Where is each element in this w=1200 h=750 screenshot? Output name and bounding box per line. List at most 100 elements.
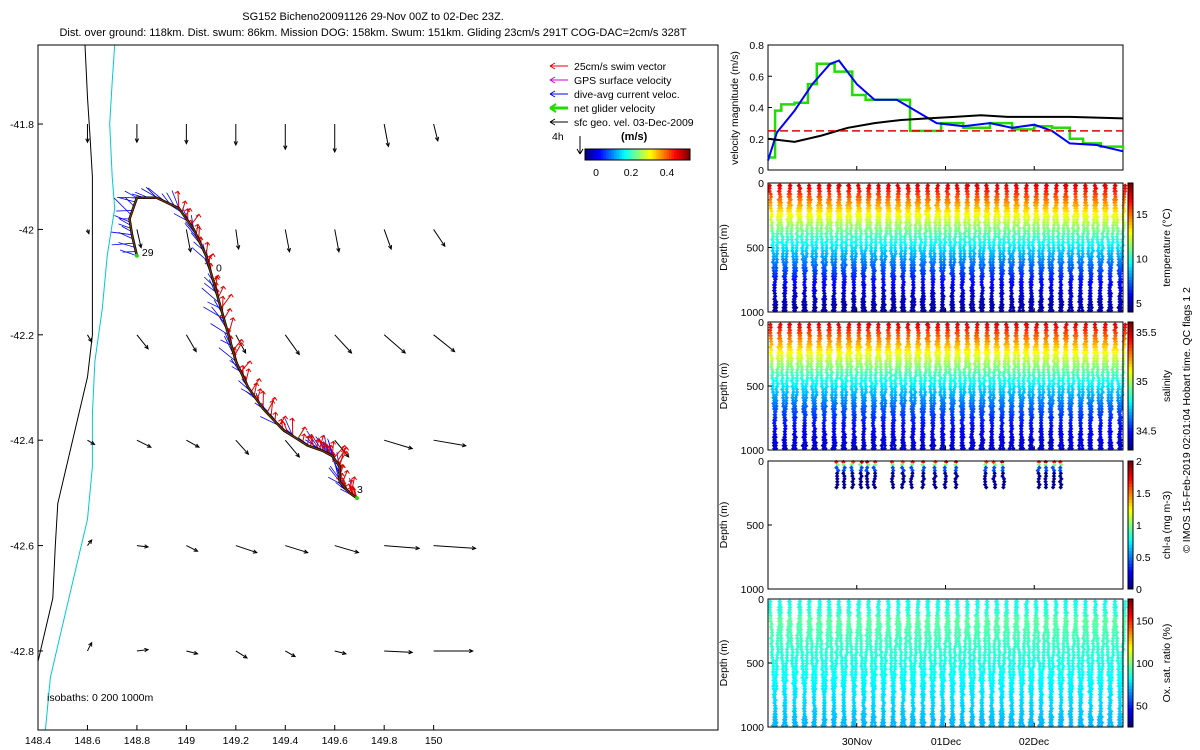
sfc-geo-arrow	[235, 229, 240, 250]
swim-arrowhead	[260, 390, 266, 395]
section-colorbar-seg	[1128, 302, 1133, 306]
swim-arrowhead	[308, 433, 315, 438]
sfc-geo-arrowhead	[134, 138, 140, 144]
sfc-geo-arrow	[284, 439, 300, 458]
sfc-geo-arrow	[87, 334, 93, 343]
section-ytick-label: 0	[758, 178, 764, 190]
swim-arrowhead	[238, 338, 245, 343]
swim-vector	[266, 397, 276, 414]
sfc-geo-arrowhead	[408, 445, 414, 450]
section-colorbar-seg	[1128, 199, 1133, 203]
track-end-marker	[354, 496, 359, 501]
swim-arrowhead	[209, 253, 216, 258]
map-xtick-label: 149.2	[223, 735, 249, 747]
section-colorbar-seg	[1128, 195, 1133, 200]
sfc-geo-arrowhead	[341, 650, 348, 655]
section-sample	[823, 268, 828, 273]
sfc-geo-arrow	[235, 545, 257, 554]
section-sample	[771, 302, 777, 308]
section-sample	[780, 254, 785, 259]
section-colorbar-seg	[1128, 183, 1133, 187]
sfc-geo-velocity-field	[85, 123, 477, 659]
swim-arrowhead	[280, 421, 287, 426]
section-colorbar-tick: 15	[1136, 209, 1148, 221]
section-sample	[772, 291, 778, 296]
sfc-geo-arrow	[334, 545, 359, 554]
section-sample	[794, 257, 799, 262]
section-sample	[783, 257, 789, 262]
swim-arrowhead	[340, 480, 347, 485]
sfc-geo-arrow	[384, 545, 420, 549]
section-ytick-label: 500	[746, 243, 764, 255]
map-colorbar-seg	[663, 149, 667, 160]
legend-net-velocity: net glider velocity	[549, 103, 656, 115]
section-colorbar-seg	[1128, 266, 1133, 271]
dac-vector	[118, 242, 136, 248]
section-sample	[823, 259, 829, 265]
section-sample	[771, 265, 776, 271]
sfc-geo-arrow	[186, 439, 200, 448]
section-colorbar-seg	[1128, 282, 1133, 287]
map-colorbar-seg	[676, 149, 680, 160]
dac-vector	[119, 218, 131, 226]
section-sample	[833, 257, 838, 262]
legend-sfc-geo: sfc geo. vel. 03-Dec-2009	[549, 117, 694, 129]
section-sample	[812, 299, 817, 305]
sfc-geo-arrowhead	[146, 443, 152, 448]
glider-track	[111, 186, 359, 501]
sfc-geo-arrow	[383, 229, 392, 250]
dac-vector	[111, 242, 134, 246]
section-sample	[791, 302, 796, 308]
section-sample	[802, 294, 808, 299]
map-colorbar-seg	[682, 149, 686, 160]
dac-vector	[119, 249, 138, 257]
section-sample	[823, 254, 829, 259]
map-colorbar-seg	[627, 149, 631, 160]
sfc-geo-arrowhead	[184, 139, 189, 145]
sfc-geo-arrow	[87, 642, 93, 652]
sfc-geo-arrow	[384, 650, 413, 653]
dac-vector	[171, 190, 180, 209]
map-cbar-tick-2: 0.4	[660, 167, 675, 179]
swim-arrowhead	[301, 426, 308, 431]
sfc-geo-arrowhead	[252, 549, 258, 554]
section-sample	[811, 282, 817, 288]
map-colorbar-seg	[621, 149, 625, 160]
map-colorbar-seg	[640, 149, 644, 160]
swim-arrowhead	[351, 476, 358, 481]
legend-label-net: net glider velocity	[574, 103, 656, 115]
section-colorbar-seg	[1128, 263, 1133, 268]
sfc-geo-arrowhead	[138, 243, 143, 249]
velocity-panel: 00.20.40.60.8 velocity magnitude (m/s)	[729, 40, 1125, 177]
swim-arrowhead	[220, 285, 227, 290]
swim-arrowhead	[320, 434, 326, 439]
scale-arrow	[576, 136, 584, 155]
map-xtick-label: 148.6	[74, 735, 100, 747]
dac-vector	[191, 247, 208, 262]
sfc-geo-arrow	[285, 545, 308, 554]
map-colorbar-seg	[645, 149, 649, 160]
section-colorbar-seg	[1128, 260, 1133, 265]
sfc-geo-arrow	[186, 650, 198, 655]
map-ytick-label: -42.4	[10, 435, 34, 447]
sfc-geo-arrow	[87, 439, 95, 445]
velocity-ytick-label: 0.6	[749, 71, 764, 83]
swim-arrowhead	[219, 295, 226, 300]
sfc-geo-arrowhead	[388, 244, 393, 251]
sfc-geo-arrowhead	[295, 350, 300, 356]
section-sample	[829, 254, 835, 259]
sfc-geo-arrowhead	[291, 653, 297, 658]
section-sample	[811, 291, 817, 296]
section-sample	[813, 257, 818, 262]
map-colorbar-seg	[661, 149, 665, 160]
map-background	[38, 45, 718, 730]
map-colorbar-seg	[613, 149, 617, 160]
section-sample	[821, 285, 827, 290]
swim-vector	[181, 200, 186, 213]
swim-vector	[337, 451, 348, 465]
map-colorbar-seg	[624, 149, 628, 160]
dac-vector	[284, 418, 294, 437]
sfc-geo-arrowhead	[192, 347, 197, 353]
swim-arrowhead	[271, 396, 278, 401]
section-colorbar-seg	[1128, 273, 1133, 277]
